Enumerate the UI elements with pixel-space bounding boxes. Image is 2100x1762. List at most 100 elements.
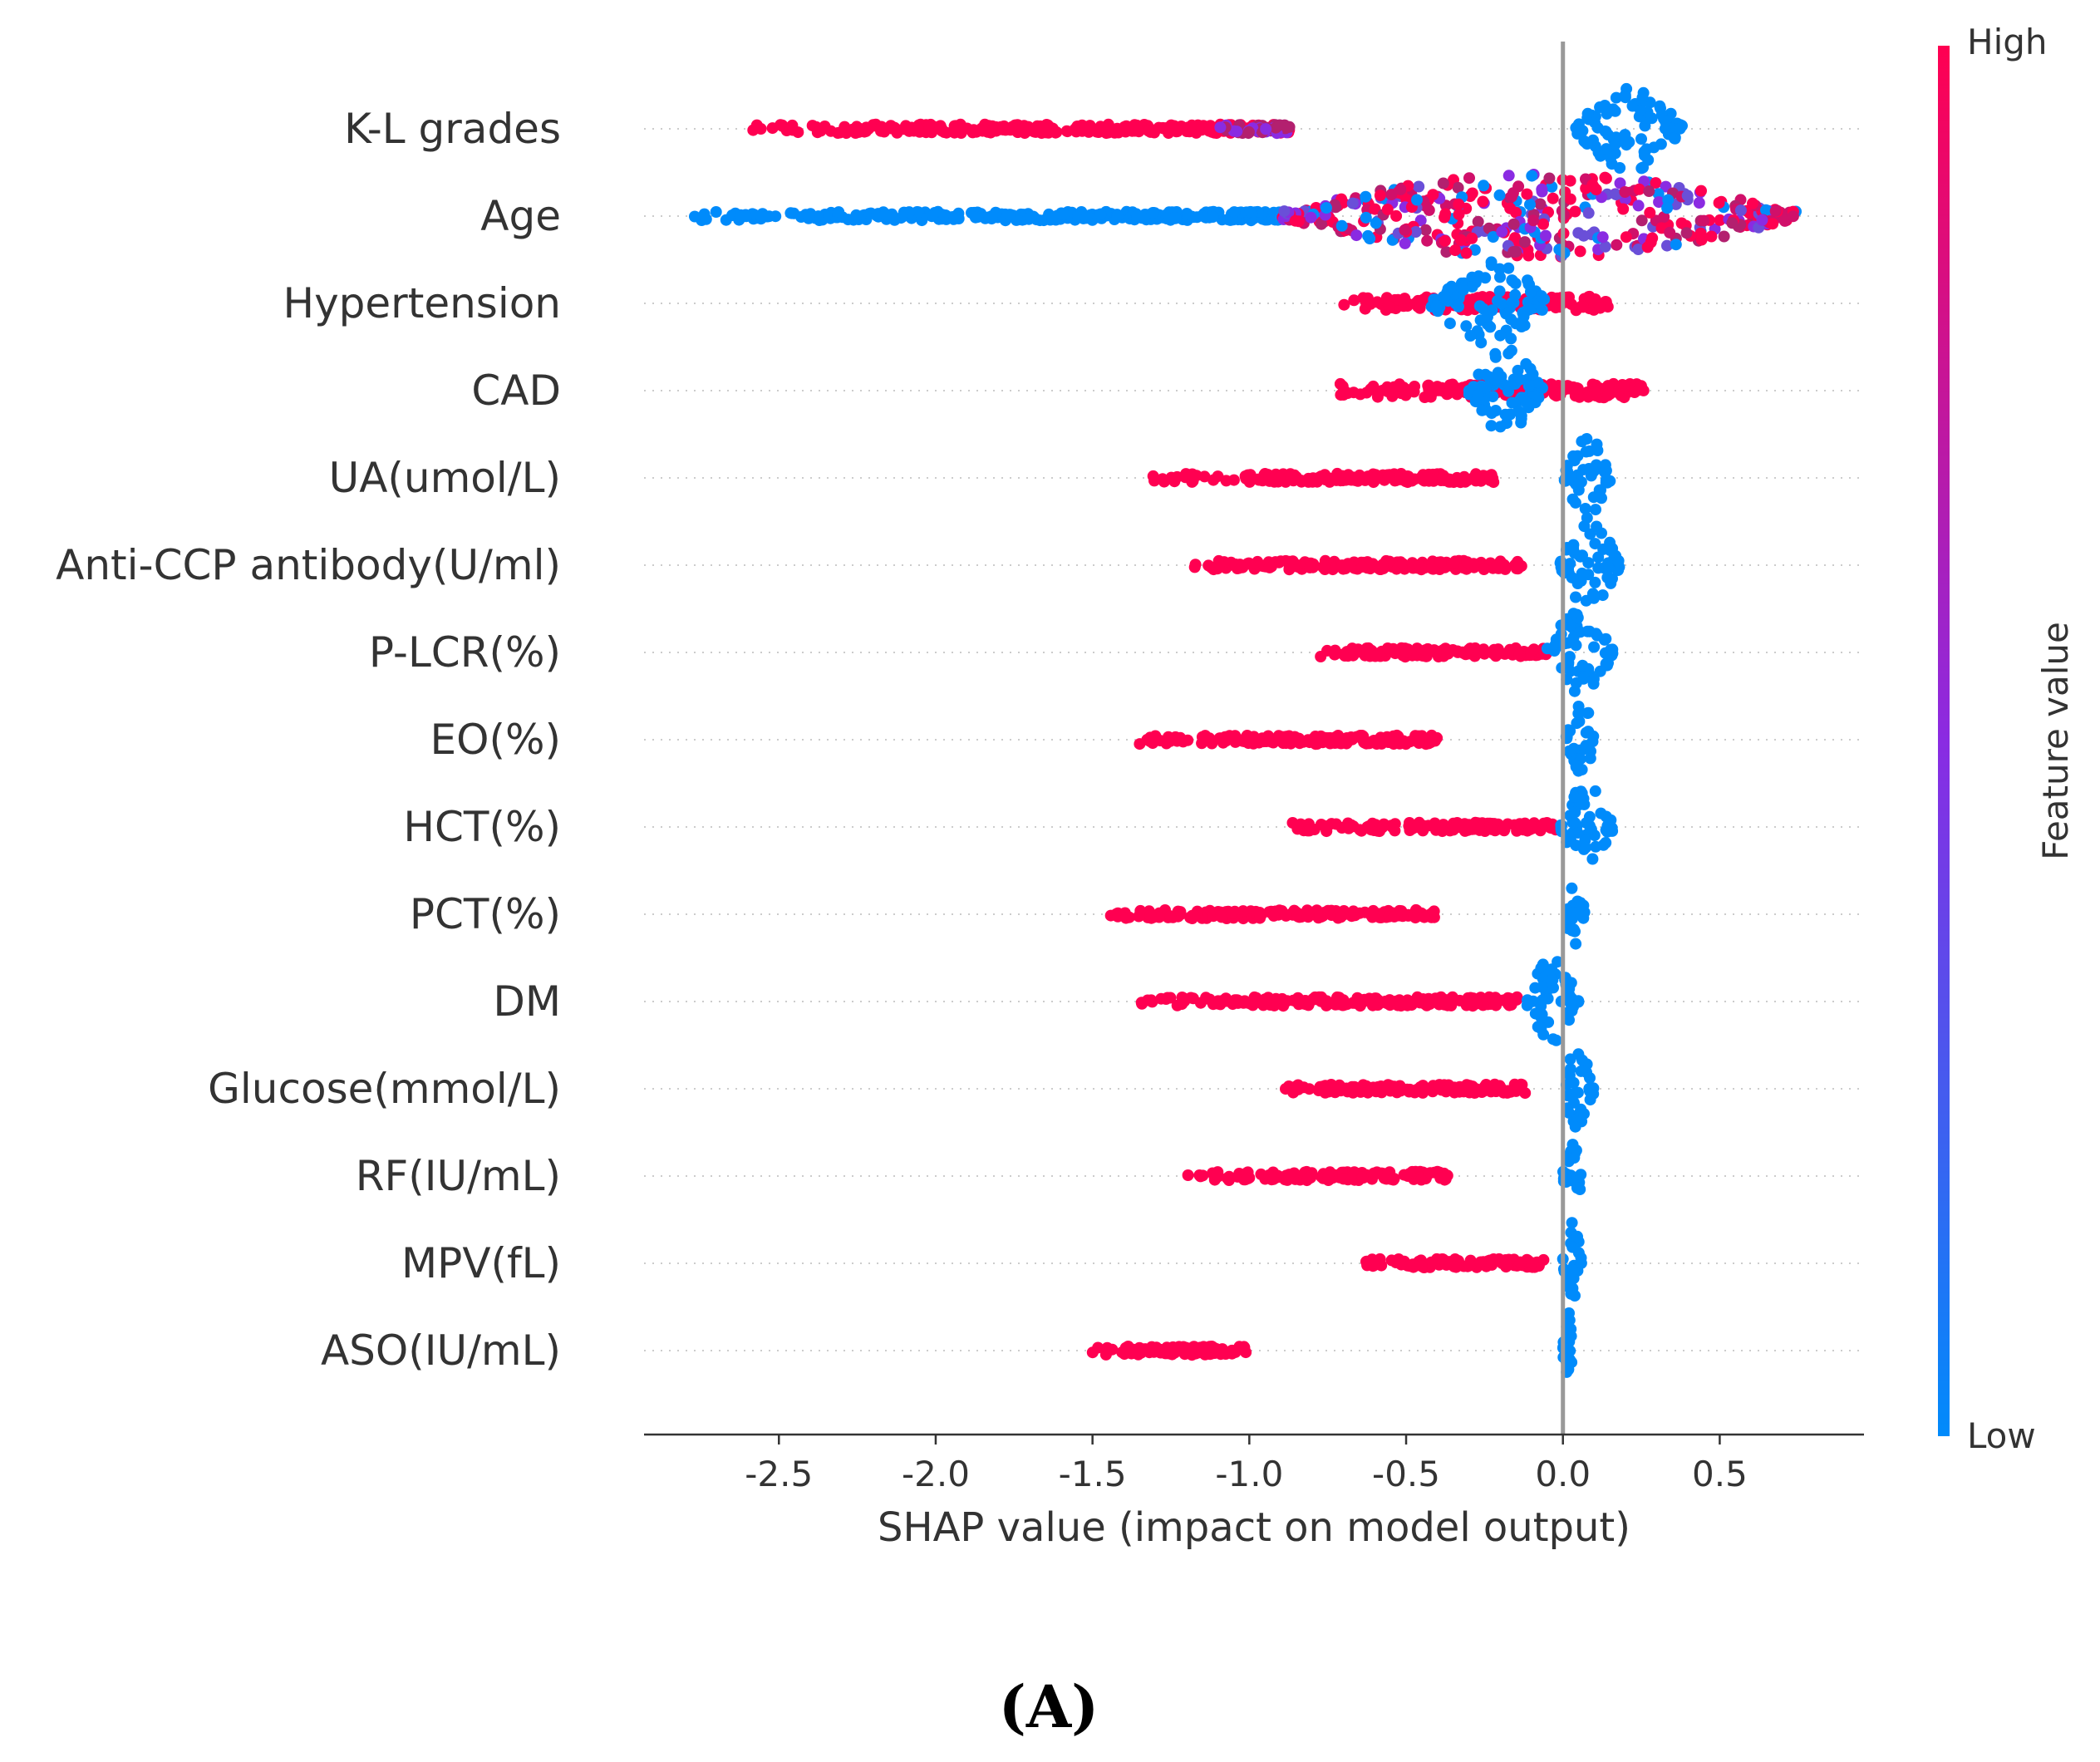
shap-point <box>1207 474 1220 486</box>
shap-point <box>1360 190 1372 203</box>
shap-point <box>1396 558 1409 570</box>
shap-point <box>1131 209 1143 222</box>
feature-point-group <box>1560 1048 1600 1133</box>
shap-point <box>1565 470 1577 483</box>
shap-point <box>1467 1000 1479 1012</box>
shap-point <box>1522 380 1535 392</box>
shap-point <box>1267 1173 1280 1185</box>
shap-point <box>1596 589 1609 602</box>
shap-point <box>1119 1341 1132 1354</box>
shap-point <box>1320 202 1332 214</box>
shap-point <box>1581 707 1594 719</box>
shap-point <box>1571 578 1584 589</box>
feature-label: RF(IU/mL) <box>356 1152 561 1200</box>
shap-point <box>1509 232 1522 244</box>
shap-point <box>903 206 915 219</box>
shap-point <box>1205 561 1217 573</box>
shap-point <box>1350 229 1363 242</box>
shap-point <box>1394 1085 1407 1097</box>
feature-label: EO(%) <box>430 716 561 764</box>
shap-point <box>1610 138 1621 150</box>
shap-point <box>1489 347 1502 360</box>
shap-point <box>792 126 804 139</box>
shap-point <box>1289 908 1301 920</box>
feature-point-group <box>1555 785 1619 865</box>
shap-point <box>1186 468 1198 480</box>
shap-point <box>1316 218 1327 230</box>
shap-point <box>1060 125 1073 137</box>
shap-point <box>1633 383 1645 396</box>
shap-point <box>1680 227 1693 239</box>
shap-point <box>1514 373 1527 386</box>
shap-point <box>1404 1260 1416 1272</box>
shap-point <box>1385 189 1398 201</box>
shap-point <box>1562 1067 1575 1080</box>
shap-point <box>1590 504 1601 516</box>
shap-point <box>1374 189 1386 202</box>
shap-point <box>1543 172 1556 185</box>
shap-point <box>1446 378 1458 391</box>
shap-point <box>1565 998 1577 1011</box>
colorbar-title: Feature value <box>2035 622 2076 860</box>
shap-point <box>1466 187 1478 199</box>
shap-point <box>1493 285 1506 298</box>
shap-point <box>1456 282 1468 294</box>
shap-point <box>1525 286 1537 298</box>
shap-point <box>1466 281 1478 293</box>
shap-point <box>1449 244 1462 257</box>
feature-label: MPV(fL) <box>401 1239 561 1287</box>
shap-point <box>1273 472 1286 485</box>
feature-point-group <box>747 118 1296 140</box>
shap-point <box>1311 738 1323 750</box>
feature-point-group <box>1280 1078 1532 1100</box>
shap-point <box>1434 1079 1446 1091</box>
shap-point <box>1464 642 1477 655</box>
shap-point <box>1355 998 1367 1011</box>
shap-point <box>1546 963 1558 976</box>
shap-point <box>1147 207 1159 219</box>
colorbar-gradient <box>1938 46 1950 1436</box>
shap-point <box>1025 211 1037 224</box>
shap-point <box>1460 247 1473 259</box>
shap-point <box>1567 923 1580 936</box>
shap-point <box>1383 470 1395 483</box>
shap-point <box>1451 387 1463 400</box>
shap-point <box>1482 311 1493 323</box>
shap-point <box>1507 246 1520 258</box>
shap-point <box>1381 1080 1394 1093</box>
shap-point <box>1643 185 1655 197</box>
shap-point <box>1377 384 1389 396</box>
shap-point <box>766 122 779 135</box>
shap-point <box>1591 520 1603 533</box>
shap-point <box>1399 645 1411 657</box>
shap-point <box>1335 911 1347 923</box>
shap-point <box>1278 205 1291 218</box>
shap-point <box>1413 559 1425 572</box>
shap-point <box>853 126 865 138</box>
shap-point <box>1565 618 1577 631</box>
shap-point <box>1318 559 1330 572</box>
shap-point <box>1221 1172 1233 1184</box>
shap-point <box>1463 819 1476 832</box>
shap-point <box>1586 179 1599 191</box>
shap-point <box>784 207 797 219</box>
shap-point <box>1427 189 1439 201</box>
shap-point <box>1568 1152 1581 1164</box>
shap-point <box>1448 822 1461 834</box>
shap-point <box>1408 910 1420 923</box>
shap-point <box>1242 126 1255 138</box>
shap-point <box>1383 996 1395 1008</box>
shap-point <box>1669 132 1681 145</box>
feature-label: UA(umol/L) <box>329 454 561 502</box>
shap-point <box>1401 470 1414 482</box>
shap-point <box>1567 1076 1580 1089</box>
shap-point <box>1197 1169 1209 1182</box>
shap-point <box>1694 227 1707 239</box>
shap-point <box>1468 1087 1481 1099</box>
shap-point <box>1595 807 1607 819</box>
shap-point <box>1345 474 1358 486</box>
shap-point <box>1133 126 1145 138</box>
feature-point-group <box>1561 882 1591 950</box>
shap-point <box>1652 188 1665 200</box>
shap-point <box>1601 572 1614 583</box>
